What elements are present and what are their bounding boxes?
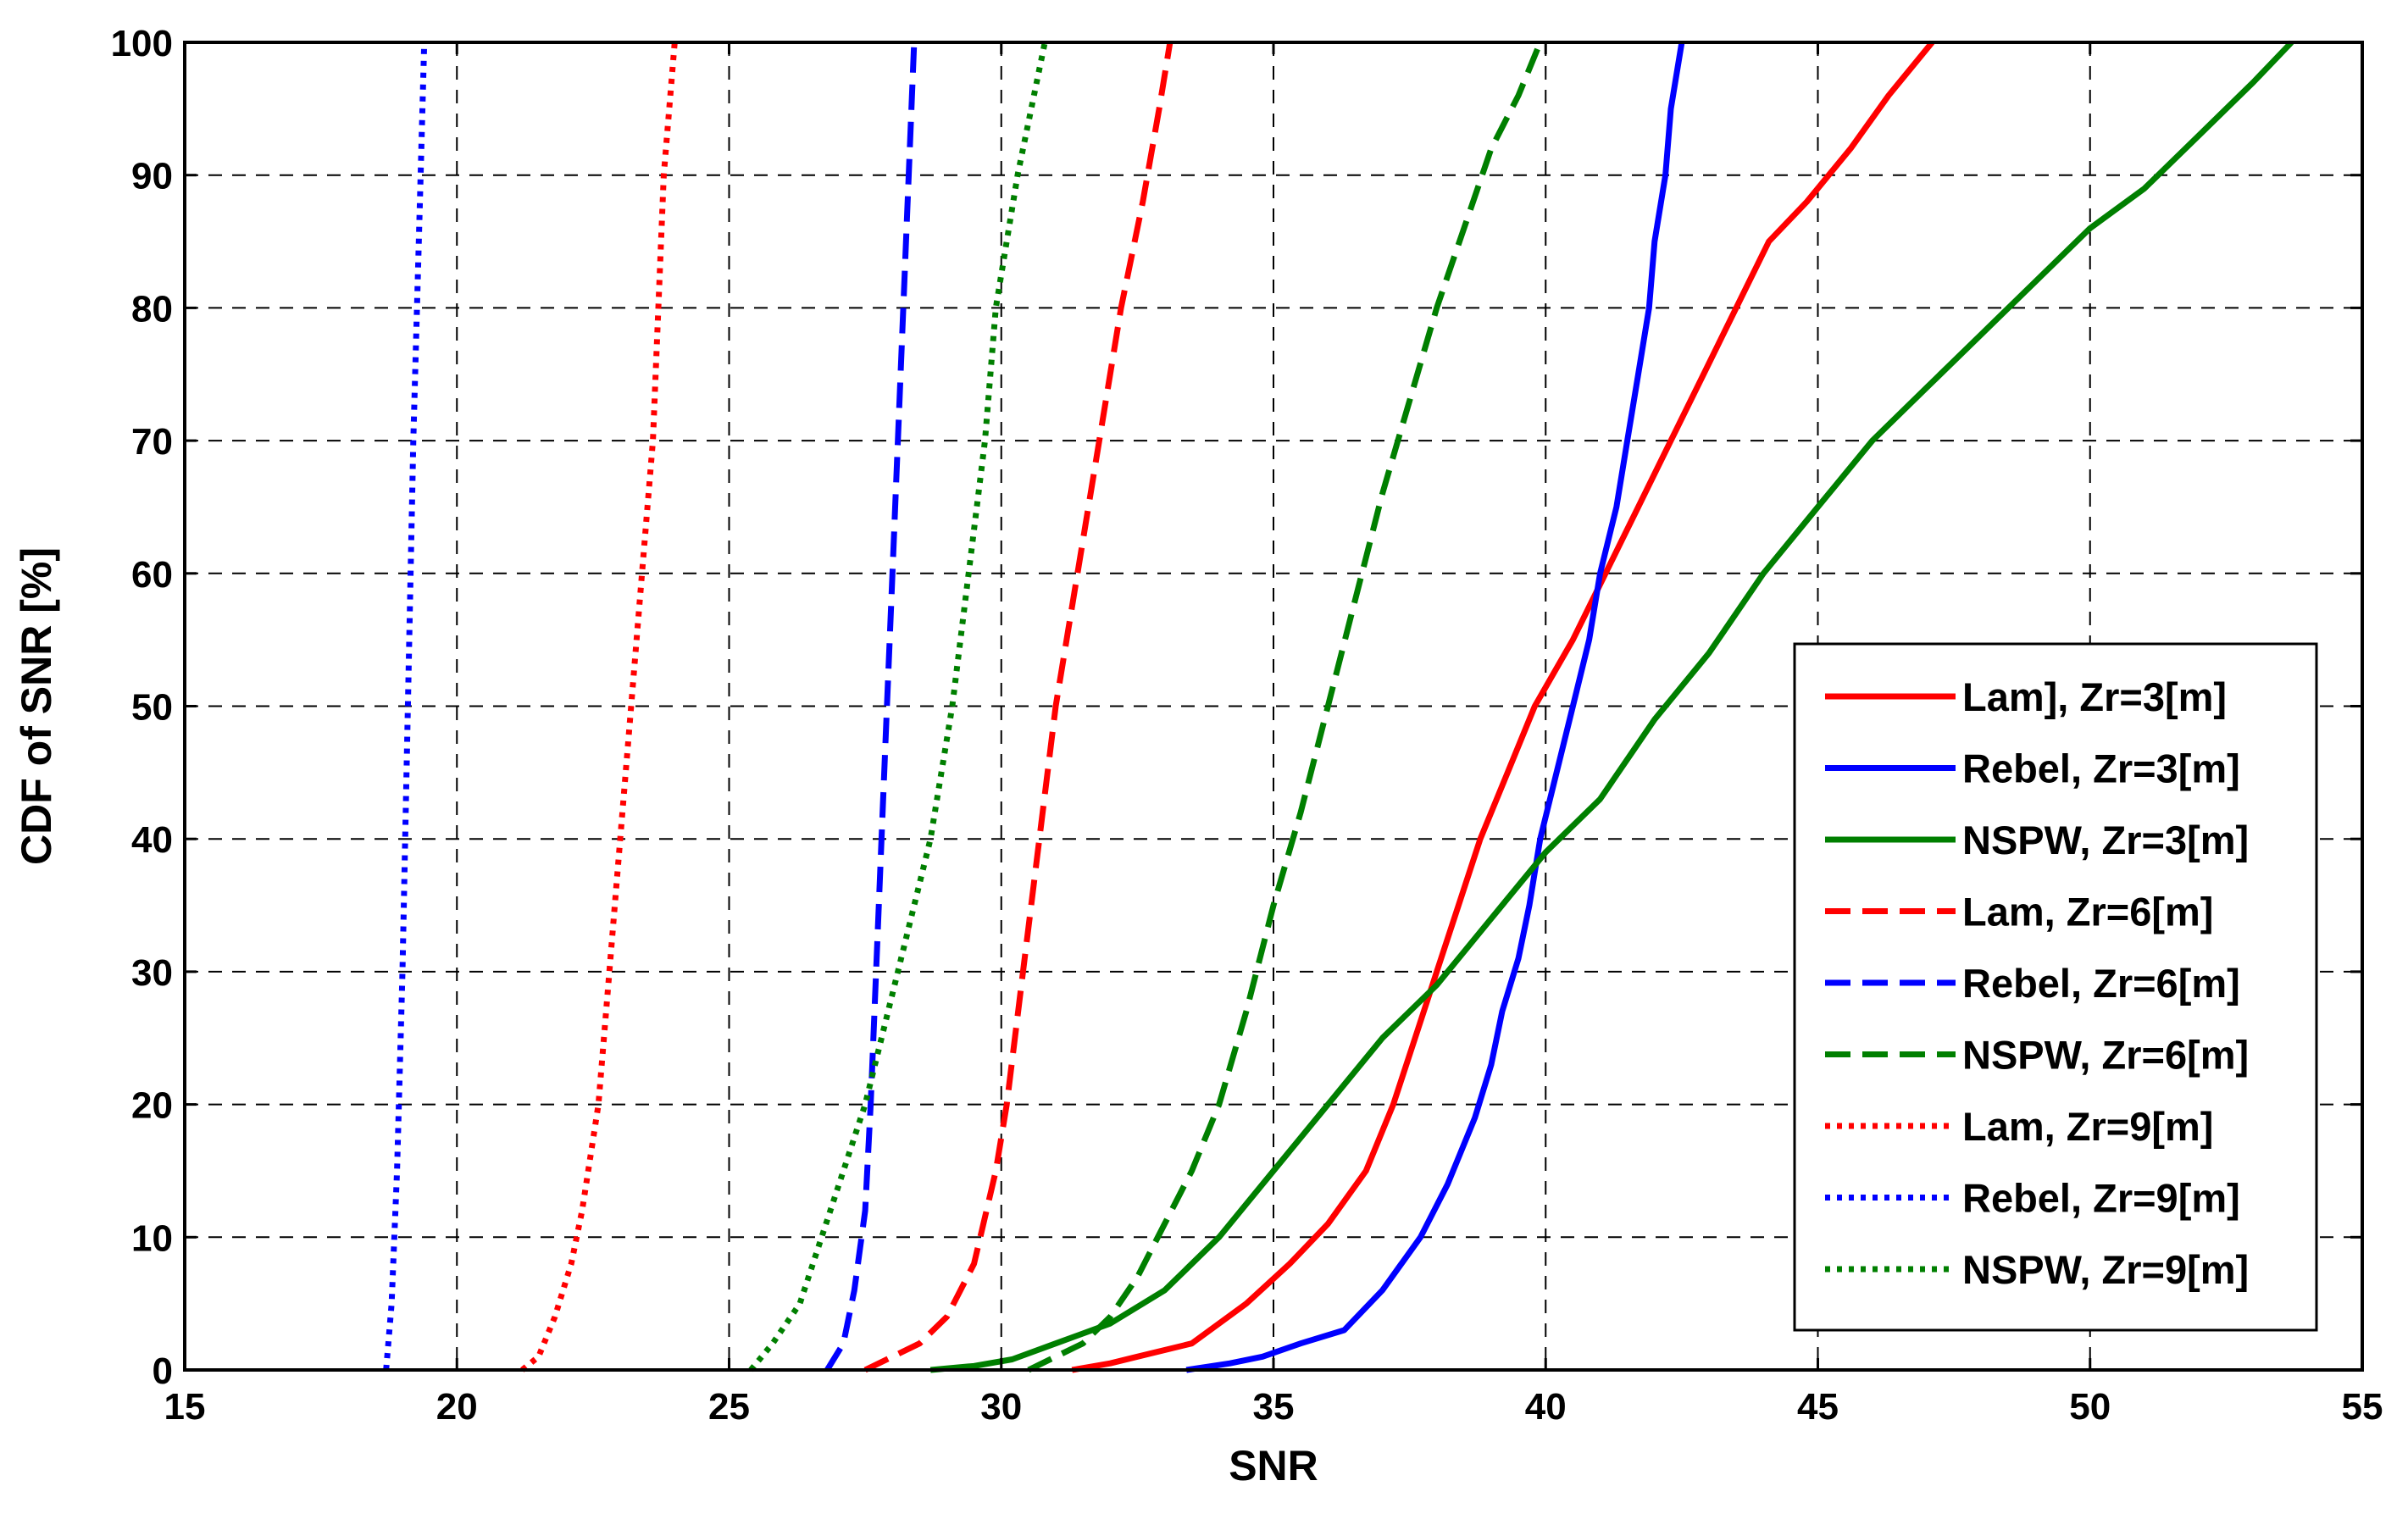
series-line-nspw-zr-3-m [929, 40, 2294, 1373]
x-tick-label: 40 [1525, 1386, 1567, 1428]
series-line-lam-zr-9-m [520, 42, 678, 1372]
y-tick-label: 40 [131, 819, 173, 861]
y-tick-label: 0 [153, 1350, 173, 1392]
legend-label: NSPW, Zr=9[m] [1962, 1247, 2249, 1292]
y-tick-label: 80 [131, 288, 173, 330]
x-tick-label: 50 [2069, 1386, 2111, 1428]
x-tick-label: 45 [1797, 1386, 1839, 1428]
x-tick-label: 30 [980, 1386, 1022, 1428]
y-tick-label: 20 [131, 1085, 173, 1127]
series-line-lam-zr-3-m [1071, 40, 1935, 1373]
x-axis-label: SNR [1229, 1442, 1318, 1489]
y-tick-label: 70 [131, 421, 173, 463]
y-tick-label: 60 [131, 554, 173, 596]
series-line-nspw-zr-6-m [1027, 41, 1544, 1373]
series-line-rebel-zr-9-m [383, 42, 428, 1371]
legend: Lam], Zr=3[m] Rebel, Zr=3[m] NSPW, Zr=3[m]… [1793, 642, 2318, 1332]
y-tick-label: 10 [131, 1217, 173, 1259]
y-tick-label: 50 [131, 687, 173, 729]
y-tick-label: 30 [131, 952, 173, 994]
legend-label: Lam, Zr=6[m] [1962, 890, 2213, 934]
legend-label: Lam], Zr=3[m] [1962, 674, 2227, 719]
x-tick-label: 35 [1253, 1386, 1295, 1428]
y-tick-label: 90 [131, 156, 173, 197]
series-line-rebel-zr-3-m [1185, 42, 1685, 1373]
legend-label: Rebel, Zr=6[m] [1962, 961, 2240, 1006]
x-tick-label: 15 [164, 1386, 206, 1428]
y-tick-label: 100 [111, 23, 173, 64]
series-line-lam-zr-6-m [863, 42, 1173, 1373]
x-tick-label: 25 [708, 1386, 750, 1428]
y-axis-label: CDF of SNR [%] [13, 547, 60, 865]
x-tick-label: 20 [436, 1386, 478, 1428]
legend-label: Rebel, Zr=9[m] [1962, 1176, 2240, 1221]
axis-ticks: 15 20 25 30 35 40 45 50 55 0 10 20 30 40 50 60 70 80 90 100 [111, 23, 2383, 1428]
legend-label: Rebel, Zr=3[m] [1962, 746, 2240, 791]
legend-label: NSPW, Zr=3[m] [1962, 818, 2249, 862]
series-line-rebel-zr-6-m [824, 42, 918, 1372]
legend-box [1793, 642, 2318, 1332]
x-tick-label: 55 [2342, 1386, 2383, 1428]
series-lines [383, 40, 2294, 1373]
legend-label: NSPW, Zr=6[m] [1962, 1033, 2249, 1078]
legend-label: Lam, Zr=9[m] [1962, 1104, 2213, 1149]
